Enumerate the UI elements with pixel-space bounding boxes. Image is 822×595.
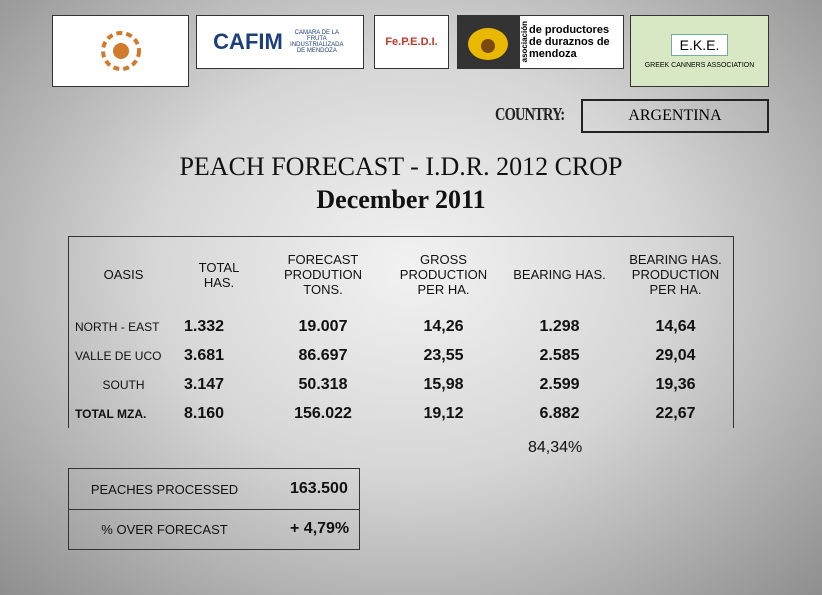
cell-value: 3.147 [184,375,225,393]
cell-value: 1.332 [184,317,225,335]
cell-value: 14,64 [655,317,696,335]
logo-asociacion: asociación de productores de duraznos de… [457,15,624,69]
column-header: TOTAL HAS. [198,259,240,290]
cell-value: 3.681 [184,346,225,364]
divider [69,509,359,510]
logo-text: asociación [520,21,529,63]
row-label: TOTAL MZA. [75,406,147,421]
country-label: COUNTRY: [495,104,565,124]
logo-text: CAMARA DE LA FRUTA INDUSTRIALIZADA DE ME… [290,30,344,54]
cell-value: 2.585 [539,346,580,364]
row-label: VALLE DE UCO [75,348,162,363]
cell-value: 23,55 [423,346,464,364]
cell-value: 14,26 [423,317,464,335]
title: PEACH FORECAST - I.D.R. 2012 CROP [179,152,623,181]
country-value: ARGENTINA [581,99,769,133]
cell-value: 8.160 [184,404,225,422]
cell-value: 2.599 [539,375,580,393]
cell-value: 86.697 [298,346,348,364]
logo-icon [100,31,141,71]
cell-value: 156.022 [294,404,352,422]
cell-value: 50.318 [298,375,348,393]
column-header: BEARING HAS. PRODUCTION PER HA. [629,252,722,297]
logo-cafim: CAFIM CAMARA DE LA FRUTA INDUSTRIALIZADA… [196,15,364,69]
cell-value: 19,36 [655,375,696,393]
logo-eke: E.K.E. GREEK CANNERS ASSOCIATION [630,15,769,87]
row-label: NORTH - EAST [75,319,160,334]
row-label: SOUTH [102,377,145,392]
logo-text: GREEK CANNERS ASSOCIATION [644,61,755,69]
column-header: OASIS [103,267,144,282]
note: 84,34% [528,439,583,456]
summary-table: PEACHES PROCESSED 163.500 % OVER FORECAST +… [68,468,360,550]
logo-conference [52,15,189,87]
summary-label: PEACHES PROCESSED [90,481,239,497]
logo-text: Fe.P.E.D.I. [385,36,438,48]
subtitle: December 2011 [316,185,486,214]
logo-fepedi: Fe.P.E.D.I. [374,15,449,69]
cell-value: 6.882 [539,404,580,422]
summary-label: % OVER FORECAST [101,521,228,537]
logo-text: E.K.E. [670,33,729,56]
logo-text: CAFIM [213,29,283,54]
cell-value: 19.007 [298,317,348,335]
column-header: FORECAST PRODUTION TONS. [284,252,362,297]
logo-text: de productores de duraznos de mendoza [529,24,610,60]
logo-icon [458,16,520,68]
column-header: BEARING HAS. [513,267,606,282]
forecast-table: OASIS TOTAL HAS. FORECAST PRODUTION TONS. G… [68,236,734,428]
summary-value: 163.500 [290,480,348,497]
column-header: GROSS PRODUCTION PER HA. [399,252,488,297]
cell-value: 19,12 [423,404,464,422]
cell-value: 29,04 [655,346,696,364]
cell-value: 1.298 [539,317,580,335]
cell-value: 22,67 [655,404,696,422]
summary-value: + 4,79% [290,520,350,537]
cell-value: 15,98 [423,375,464,393]
